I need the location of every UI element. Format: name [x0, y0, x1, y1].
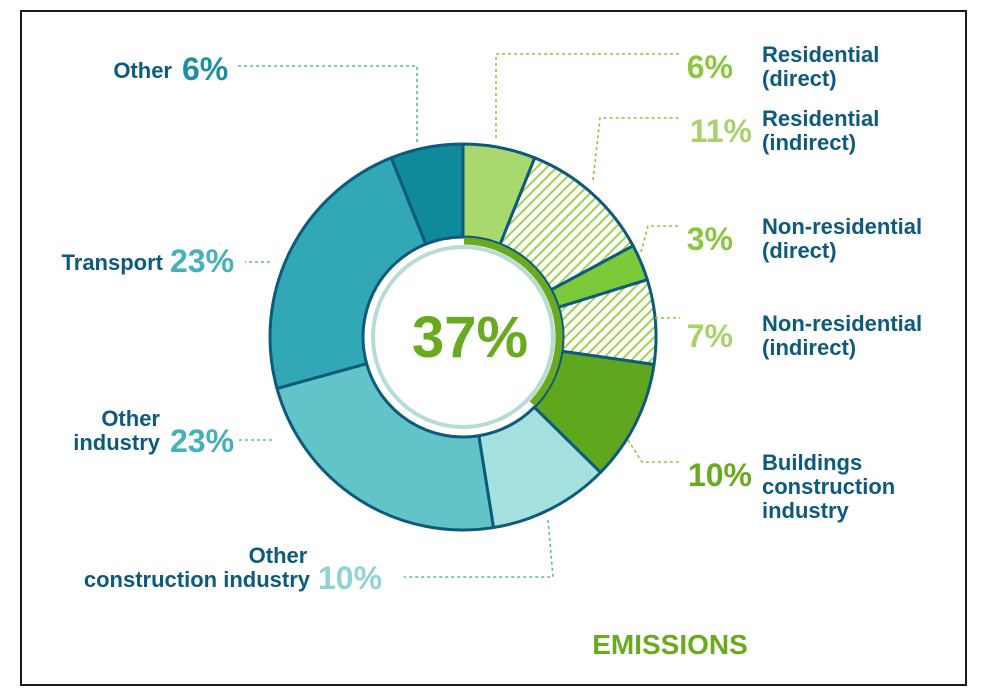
- name-label-other-industry: industry: [73, 430, 161, 455]
- buildings-inner-arc: [463, 237, 563, 407]
- pct-label-buildings-construction-industry: 10%: [688, 457, 752, 493]
- pct-label-other-construction-industry: 10%: [318, 560, 382, 596]
- emissions-caption: EMISSIONS: [592, 629, 748, 660]
- leader-residential-indirect: [592, 117, 680, 181]
- name-label-residential-direct: Residential: [762, 42, 879, 67]
- slice-labels: 6% Residential(direct)11% Residential(indi…: [62, 42, 923, 596]
- leader-non-residential-direct: [640, 225, 680, 253]
- name-label-other-construction-industry: construction industry: [84, 567, 311, 592]
- pct-label-residential-direct: 6%: [687, 49, 733, 85]
- pct-label-other: 6%: [182, 51, 228, 87]
- name-label-buildings-construction-industry: Buildings: [762, 450, 862, 475]
- name-label-buildings-construction-industry: construction: [762, 474, 895, 499]
- donut-slices: [268, 142, 658, 532]
- pct-label-other-industry: 23%: [170, 423, 234, 459]
- leader-lines: [238, 53, 680, 578]
- pct-label-transport: 23%: [170, 243, 234, 279]
- slice-other: [389, 142, 465, 246]
- name-label-other-construction-industry: Other: [249, 543, 308, 568]
- name-label-other-industry: Other: [101, 406, 160, 431]
- name-label-residential-indirect: (indirect): [762, 130, 856, 155]
- pct-label-non-residential-direct: 3%: [687, 221, 733, 257]
- chart-frame: [20, 10, 967, 686]
- inner-ring: [371, 245, 555, 429]
- name-label-transport: Transport: [62, 250, 164, 275]
- name-label-non-residential-direct: (direct): [762, 238, 837, 263]
- name-label-residential-direct: (direct): [762, 66, 837, 91]
- pct-label-residential-indirect: 11%: [690, 113, 752, 149]
- leader-other: [238, 65, 418, 142]
- name-label-non-residential-indirect: (indirect): [762, 335, 856, 360]
- name-label-non-residential-indirect: Non-residential: [762, 311, 922, 336]
- name-label-other: Other: [113, 58, 172, 83]
- slice-transport: [268, 156, 428, 390]
- name-label-buildings-construction-industry: industry: [762, 498, 850, 523]
- center-percentage: 37%: [412, 305, 528, 370]
- leader-residential-direct: [495, 53, 680, 138]
- name-label-residential-indirect: Residential: [762, 106, 879, 131]
- slice-other-industry: [275, 362, 495, 532]
- leader-buildings-construction-industry: [627, 439, 680, 463]
- pct-label-non-residential-indirect: 7%: [687, 318, 733, 354]
- name-label-non-residential-direct: Non-residential: [762, 214, 922, 239]
- leader-other-construction-industry: [404, 519, 554, 578]
